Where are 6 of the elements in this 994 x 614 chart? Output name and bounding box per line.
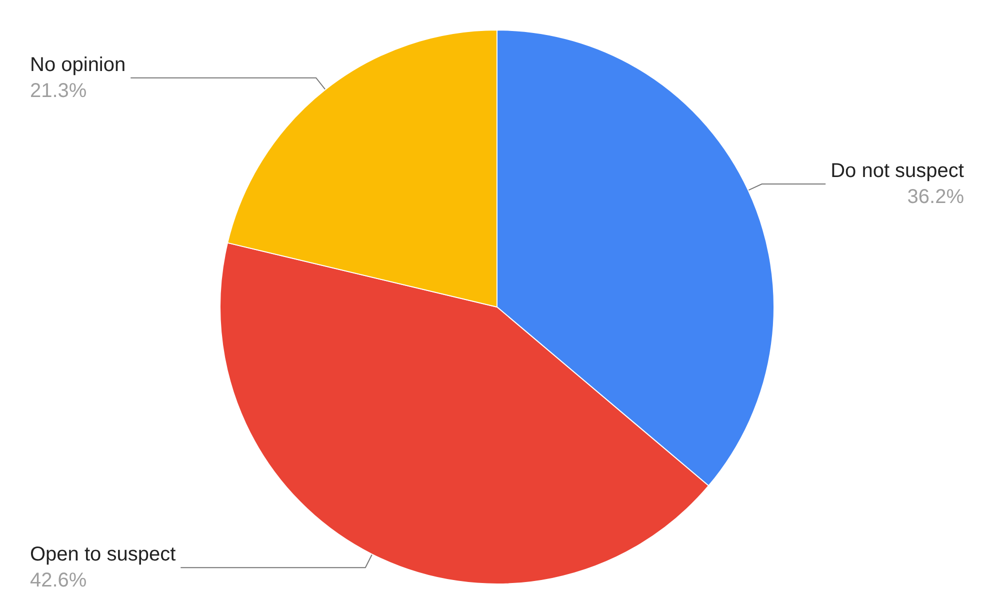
data-label: 42.6% — [30, 570, 87, 592]
slice-label: Open to suspect — [30, 544, 176, 566]
slice-label: Do not suspect — [830, 160, 964, 182]
data-label: 21.3% — [30, 80, 87, 102]
data-label: 36.2% — [907, 186, 964, 208]
slice-label: No opinion — [30, 54, 126, 76]
